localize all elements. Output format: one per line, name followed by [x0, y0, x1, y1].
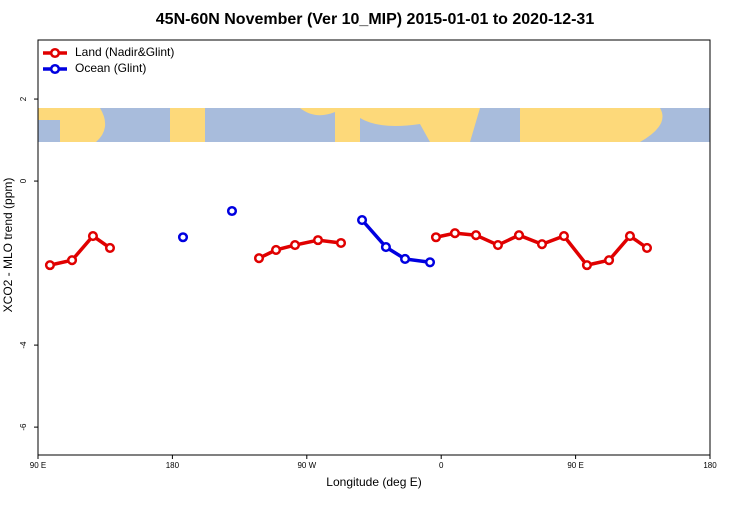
point [581, 260, 592, 271]
point [44, 260, 55, 271]
x-tick-label: 90 E [567, 461, 583, 470]
y-tick-label: -4 [19, 341, 28, 349]
point [335, 237, 347, 249]
point [604, 255, 615, 266]
x-tick-label: 180 [703, 461, 717, 470]
x-tick-label: 90 E [30, 461, 46, 470]
point [470, 230, 482, 241]
x-tick-label: 0 [439, 461, 444, 470]
point [430, 232, 442, 243]
point [66, 255, 78, 266]
point [558, 230, 570, 242]
point [424, 257, 436, 268]
legend-marker [49, 47, 61, 59]
point [253, 253, 265, 264]
point [226, 205, 238, 217]
point [357, 214, 368, 226]
point [624, 230, 636, 242]
y-tick-label: -6 [19, 423, 28, 431]
map-band [38, 108, 710, 142]
point [536, 239, 548, 250]
point [513, 230, 525, 241]
point [641, 242, 653, 253]
point [289, 239, 301, 251]
point [177, 232, 189, 243]
point [400, 253, 411, 265]
x-tick-label: 180 [166, 461, 180, 470]
legend-label: Ocean (Glint) [75, 61, 146, 75]
point [87, 230, 99, 242]
y-axis-label: XCO2 - MLO trend (ppm) [1, 178, 15, 313]
series-line [49, 231, 648, 268]
point [449, 228, 460, 239]
legend-marker [49, 63, 61, 75]
chart-title: 45N-60N November (Ver 10_MIP) 2015-01-01… [156, 11, 595, 28]
series-line [360, 218, 431, 264]
point [380, 242, 391, 253]
y-tick-label: 2 [19, 96, 28, 101]
x-tick-label: 90 W [297, 461, 316, 470]
point [270, 244, 282, 256]
legend-label: Land (Nadir&Glint) [75, 45, 174, 59]
plot-frame [37, 39, 711, 456]
point [312, 235, 324, 246]
y-tick-label: 0 [19, 178, 28, 183]
point [492, 239, 503, 251]
x-axis-label: Longitude (deg E) [326, 475, 421, 489]
point [104, 242, 116, 253]
